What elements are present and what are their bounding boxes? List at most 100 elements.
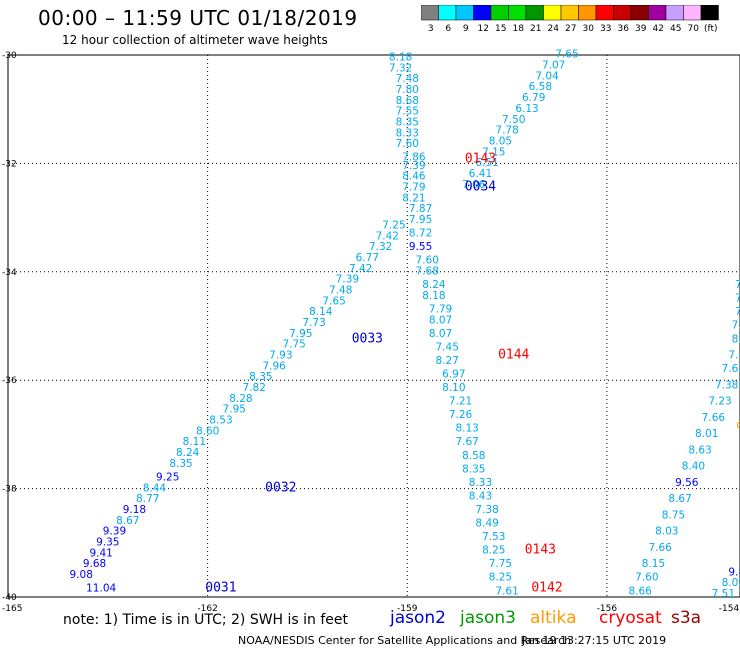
wave-height-label: 7.50 [502, 114, 525, 126]
wave-height-label: 8.33 [396, 127, 419, 139]
wave-height-label: 8.25 [482, 545, 505, 557]
wave-height-label: 8.01 [695, 428, 718, 440]
wave-height-label: 7.96 [262, 360, 286, 372]
wave-height-label: 9.56 [675, 477, 699, 489]
y-tick-label: -38 [2, 485, 17, 495]
wave-height-label: 8.60 [196, 425, 219, 437]
legend-item-jason3: jason3 [460, 608, 516, 628]
wave-height-label: 7.23 [708, 396, 731, 408]
wave-height-label: 7.93 [269, 350, 292, 362]
colorbar-label: 45 [670, 24, 681, 34]
wave-height-label: 8.27 [436, 355, 459, 367]
wave-height-label: 7.15 [482, 146, 505, 158]
wave-height-label: 7.66 [648, 542, 672, 554]
wave-height-label: 9.55 [409, 241, 432, 253]
x-tick-label: -156 [597, 604, 618, 612]
wave-height-label: 7.39 [336, 274, 359, 286]
wave-height-label: 8.15 [642, 558, 665, 570]
credit-line: NOAA/NESDIS Center for Satellite Applica… [238, 634, 572, 647]
wave-height-label: 8.28 [229, 393, 252, 405]
wave-height-label: 8.13 [455, 423, 478, 435]
wave-height-label: 7.9 [732, 320, 740, 332]
wave-height-label: 8.24 [422, 279, 446, 291]
wave-height-label: 6.97 [442, 368, 465, 380]
colorbar-label: 24 [548, 24, 560, 34]
wave-height-label: 8.77 [136, 493, 159, 505]
wave-height-label: 8.11 [183, 436, 206, 448]
wave-height-label: 7.04 [535, 70, 559, 82]
wave-height-label: 7.48 [396, 73, 419, 85]
wave-height-label: 8.07 [429, 328, 452, 340]
wave-height-label: 8.18 [389, 51, 412, 63]
wave-height-label: 8.3 [732, 333, 740, 345]
colorbar-swatch [700, 5, 719, 21]
wave-height-label: 7.75 [282, 339, 305, 351]
wave-height-label: 7.68 [416, 266, 439, 278]
wave-height-label: 7.86 [402, 152, 426, 164]
track-id-label: 0032 [265, 480, 296, 495]
wave-height-label: 7.60 [635, 572, 658, 584]
wave-height-label: 8.35 [169, 458, 192, 470]
wave-height-label: 8.35 [396, 116, 419, 128]
wave-height-label: 7.48 [329, 284, 352, 296]
wave-height-label: 8.58 [462, 450, 485, 462]
altimeter-map: -165-162-159-156-153-154-30-32-34-36-38-… [2, 49, 740, 612]
wave-height-label: 7.62 [722, 363, 740, 375]
wave-height-label: 8.05 [489, 135, 512, 147]
colorbar-label: 6 [445, 24, 451, 34]
wave-height-label: 11.04 [86, 583, 116, 595]
wave-height-label: 8.43 [469, 490, 492, 502]
wave-height-label: 7.51 [712, 588, 735, 600]
wave-height-label: 6.51 [475, 157, 498, 169]
wave-height-label: 8.35 [462, 463, 485, 475]
wave-height-label: 7.82 [243, 382, 266, 394]
colorbar-label: 42 [653, 24, 664, 34]
wave-height-label: 8.49 [475, 518, 498, 530]
track-id-label: 0142 [531, 581, 562, 596]
y-tick-label: -34 [2, 268, 17, 278]
wave-height-label: 6.58 [529, 81, 552, 93]
wave-height-label: 9.25 [156, 471, 179, 483]
wave-height-label: 8.10 [442, 382, 465, 394]
wave-height-label: 7.65 [322, 295, 345, 307]
footnote: note: 1) Time is in UTC; 2) SWH is in fe… [63, 612, 349, 628]
legend-item-jason2: jason2 [390, 608, 446, 628]
track-id-label: 0033 [352, 331, 383, 346]
wave-height-label: 8.14 [309, 306, 333, 318]
wave-height-label: 7.38 [715, 379, 738, 391]
wave-height-label: 7.32 [369, 241, 392, 253]
wave-height-label: 8.53 [209, 415, 232, 427]
colorbar-label: 33 [600, 24, 611, 34]
wave-height-label: 7.66 [702, 412, 726, 424]
wave-height-label: 8.67 [668, 493, 691, 505]
wave-height-label: 7.32 [389, 62, 412, 74]
chart-subtitle: 12 hour collection of altimeter wave hei… [62, 33, 328, 47]
wave-height-label: 7.55 [396, 106, 419, 118]
wave-height-label: 6.77 [356, 252, 379, 264]
wave-height-label: 8.72 [409, 228, 432, 240]
chart-title: 00:00 – 11:59 UTC 01/18/2019 [38, 6, 358, 30]
wave-height-label: 7.80 [396, 84, 419, 96]
wave-height-label: 7.79 [429, 303, 452, 315]
wave-height-label: 7.60 [396, 138, 419, 150]
x-tick-label: -165 [2, 604, 22, 612]
colorbar-label: 12 [478, 24, 489, 34]
wave-height-label: 7.38 [475, 504, 498, 516]
wave-height-label: 9.08 [70, 569, 93, 581]
wave-height-label: 8.40 [682, 461, 705, 473]
wave-height-label: 7.60 [416, 255, 439, 267]
wave-height-label: 7. [735, 293, 740, 305]
wave-height-label: 7.42 [349, 263, 372, 275]
x-tick-label: -154 [719, 604, 740, 612]
wave-height-label: 7.39 [402, 160, 425, 172]
wave-height-label: 9.8 [728, 566, 740, 578]
color-scale-bar: 3 6 9 12 15 18 21 24 27 30 33 36 39 42 45 70 (ft) [421, 5, 719, 34]
wave-height-label: 9.68 [83, 558, 106, 570]
colorbar-label: (ft) [704, 24, 718, 34]
wave-height-label: 8.18 [422, 290, 445, 302]
colorbar-label: 36 [618, 24, 630, 34]
plot-frame [7, 54, 740, 598]
legend-item-altika: altika [530, 608, 577, 628]
y-tick-label: -32 [2, 159, 17, 169]
wave-height-label: 7.78 [495, 125, 518, 137]
